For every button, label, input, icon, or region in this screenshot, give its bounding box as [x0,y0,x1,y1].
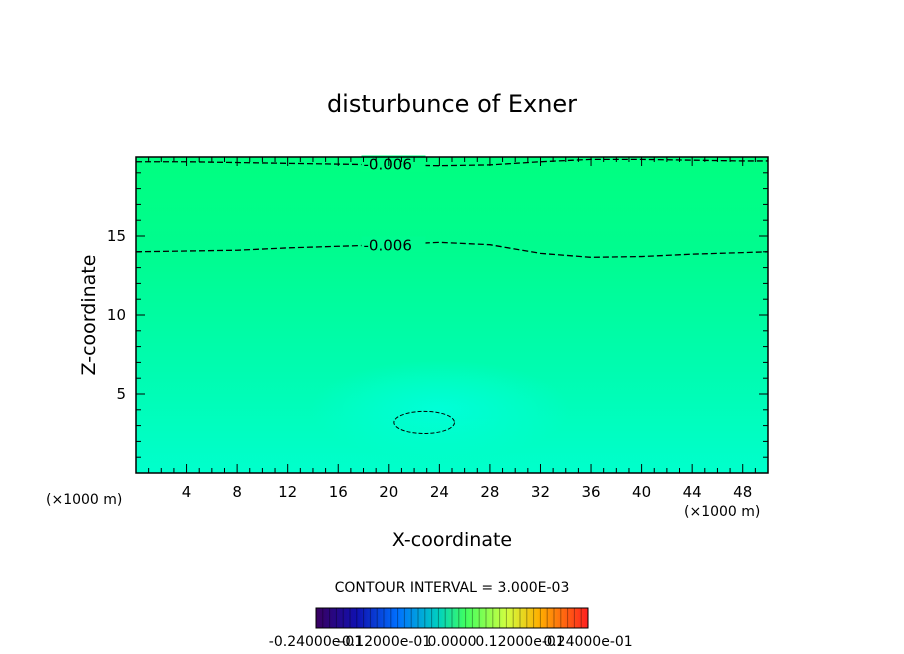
contour-line [136,158,768,167]
x-tick-label: 32 [531,483,550,501]
colorbar-label: 0.0000 [428,634,477,650]
colorbar-frame [315,607,589,629]
colorbar-label: 0.12000e-01 [475,634,564,650]
x-tick-label: 24 [430,483,449,501]
x-tick-label: 16 [329,483,348,501]
colorbar-stripes [322,608,582,628]
contour-line [393,410,456,435]
contour-line [135,241,769,258]
x-unit-left: (×1000 m) [46,492,122,508]
y-tick-label: 5 [116,385,126,403]
contour-label-bg [361,236,426,253]
contour-interval-text: CONTOUR INTERVAL = 3.000E-03 [335,580,570,596]
y-tick-label: 15 [107,227,126,245]
contour-label: -0.006 [364,156,412,174]
x-tick-label: 44 [683,483,702,501]
colorbar-label: 0.24000e-01 [543,634,632,650]
x-axis-label: X-coordinate [392,529,512,551]
colorbar-labels: -0.24000e-01-0.12000e-010.00000.12000e-0… [269,634,633,650]
y-tick-label: 10 [107,306,126,324]
colorbar [316,608,588,628]
y-axis-label: Z-coordinate [78,255,100,376]
contour-label: -0.006 [364,236,412,254]
x-tick-label: 36 [581,483,600,501]
x-tick-label: 40 [632,483,651,501]
x-tick-label: 4 [182,483,192,501]
x-tick-label: 8 [232,483,242,501]
chart-title: disturbunce of Exner [327,90,577,118]
contour-layer: -0.006 -0.006 [135,155,769,435]
x-tick-label: 20 [379,483,398,501]
contour-label-bg [361,155,426,172]
field-highlight [310,360,570,460]
colorbar-label: -0.12000e-01 [337,634,431,650]
x-tick-label: 48 [733,483,752,501]
x-tick-label: 28 [480,483,499,501]
x-unit-right: (×1000 m) [684,504,760,520]
x-tick-label: 12 [278,483,297,501]
colorbar-label: -0.24000e-01 [269,634,363,650]
